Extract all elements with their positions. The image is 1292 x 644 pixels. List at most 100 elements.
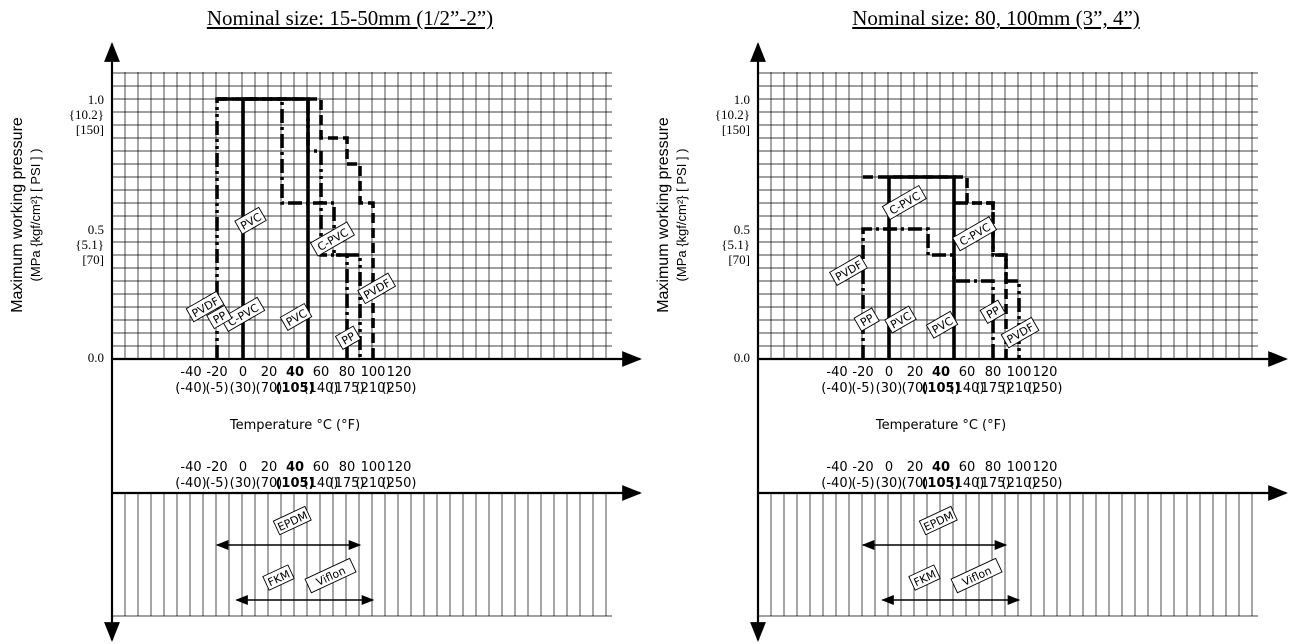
- seal-x-tick-label: 120: [387, 460, 412, 475]
- series-label-box: [853, 307, 880, 332]
- x-tick-label: 60: [959, 365, 976, 380]
- x-tick-label: -40: [826, 365, 847, 380]
- seal-label-box: [272, 505, 312, 536]
- series-label-box: [185, 290, 225, 323]
- series-label: C-PVC: [951, 216, 998, 252]
- series-label-box: [309, 221, 356, 257]
- seal-label: Viflon: [950, 557, 1003, 594]
- seal-label: FKM: [908, 564, 941, 591]
- x-tick-label: 80: [339, 365, 356, 380]
- x-tick-label-fahrenheit: (140): [304, 381, 339, 396]
- y-tick-label: [70]: [728, 252, 750, 267]
- series-label-box: [979, 299, 1006, 324]
- x-tick-label: -20: [206, 365, 227, 380]
- seal-x-tick-label: 120: [1033, 460, 1058, 475]
- y-tick-label: {5.1}: [721, 237, 750, 252]
- y-tick-label: [70]: [82, 252, 104, 267]
- seal-x-tick-label: 100: [1007, 460, 1032, 475]
- y-tick-label: 0.5: [88, 222, 104, 237]
- x-tick-label-fahrenheit: (175): [330, 381, 365, 396]
- seal-label-box: [918, 505, 958, 536]
- seal-label-box: [262, 564, 295, 591]
- y-axis-units: (MPa {kgf/cm²} [ PSI ] ): [28, 149, 43, 282]
- x-tick-label: 20: [261, 365, 278, 380]
- series-label-box: [334, 325, 362, 350]
- y-tick-label: 0.0: [88, 350, 104, 365]
- x-tick-label-fahrenheit: (140): [950, 381, 985, 396]
- series-line-pvdf: [954, 201, 1021, 359]
- seal-x-tick-label-fahrenheit: (175): [976, 476, 1011, 491]
- series-line-pp: [861, 227, 995, 359]
- y-axis-label: Maximum working pressure: [9, 117, 26, 313]
- y-tick-label: {5.1}: [75, 237, 104, 252]
- series-line-pvdf: [217, 97, 375, 359]
- seal-x-tick-label-fahrenheit: (30): [230, 476, 257, 491]
- series-label-box: [279, 302, 313, 331]
- seal-x-tick-label: 80: [985, 460, 1002, 475]
- series-label-box: [951, 216, 998, 252]
- y-tick-label: 1.0: [88, 92, 104, 107]
- series-label-box: [234, 206, 267, 235]
- seal-label-box: [908, 564, 941, 591]
- seal-x-tick-label: 100: [361, 460, 386, 475]
- seal-x-tick-label: -40: [826, 460, 847, 475]
- y-tick-label: [150]: [76, 122, 104, 137]
- seal-x-tick-label: 40: [286, 460, 304, 475]
- x-tick-label-fahrenheit: (210): [356, 381, 391, 396]
- seal-x-tick-label-fahrenheit: (-40): [175, 476, 206, 491]
- x-tick-label-fahrenheit: (250): [1028, 381, 1063, 396]
- y-tick-label: 0.0: [734, 350, 750, 365]
- chart-panel-right: Nominal size: 80, 100mm (3”, 4”) Maximum…: [646, 0, 1292, 644]
- seal-x-tick-label-fahrenheit: (105): [921, 476, 960, 491]
- series-label-box: [206, 304, 233, 330]
- x-tick-label: -40: [180, 365, 201, 380]
- seal-label: Viflon: [304, 557, 357, 594]
- seal-x-tick-label: 80: [339, 460, 356, 475]
- seal-x-tick-label: 40: [932, 460, 950, 475]
- y-tick-label: 1.0: [734, 92, 750, 107]
- seal-x-tick-label: 20: [907, 460, 924, 475]
- series-label-box: [1000, 316, 1040, 349]
- x-tick-label-fahrenheit: (-5): [851, 381, 874, 396]
- x-tick-label: 40: [932, 365, 950, 380]
- seal-x-tick-label: 0: [239, 460, 247, 475]
- seal-x-tick-label: -20: [206, 460, 227, 475]
- chart-title: Nominal size: 80, 100mm (3”, 4”): [852, 6, 1140, 30]
- seal-x-tick-label-fahrenheit: (-40): [821, 476, 852, 491]
- series-label: PP: [206, 304, 233, 330]
- x-tick-label-fahrenheit: (30): [876, 381, 903, 396]
- x-tick-label-fahrenheit: (30): [230, 381, 257, 396]
- x-tick-label-fahrenheit: (175): [976, 381, 1011, 396]
- x-tick-label: 120: [1033, 365, 1058, 380]
- x-tick-label: 100: [361, 365, 386, 380]
- y-axis-units: (MPa {kgf/cm²} [ PSI ] ): [674, 149, 689, 282]
- chart-svg: Maximum working pressure (MPa {kgf/cm²} […: [9, 42, 642, 642]
- upper-grid: [111, 72, 612, 360]
- seal-label-box: [950, 557, 1003, 594]
- chart-title: Nominal size: 15-50mm (1/2”-2”): [206, 6, 494, 30]
- seal-x-tick-label: 60: [313, 460, 330, 475]
- lower-grid: [757, 493, 1258, 617]
- seal-x-tick-label-fahrenheit: (105): [275, 476, 314, 491]
- seal-x-tick-label-fahrenheit: (70): [902, 476, 929, 491]
- seal-label: FKM: [262, 564, 295, 591]
- series-label: PVC: [234, 206, 267, 235]
- series-label-text: PP: [211, 309, 229, 327]
- x-tick-label: 40: [286, 365, 304, 380]
- x-tick-label-fahrenheit: (105): [921, 381, 960, 396]
- series-label: PVDF: [357, 272, 397, 305]
- seal-x-tick-label: 60: [959, 460, 976, 475]
- series-label-box: [220, 296, 266, 332]
- series-label-box: [884, 305, 917, 334]
- x-tick-label: 120: [387, 365, 412, 380]
- x-tick-label: 100: [1007, 365, 1032, 380]
- x-tick-label-fahrenheit: (70): [902, 381, 929, 396]
- x-tick-label: 80: [985, 365, 1002, 380]
- series-label-text: PP: [858, 311, 876, 329]
- x-tick-label-fahrenheit: (105): [275, 381, 314, 396]
- seal-label-box: [304, 557, 357, 594]
- seal-x-tick-label: 20: [261, 460, 278, 475]
- series-label: PP: [334, 325, 362, 350]
- upper-grid: [757, 72, 1258, 360]
- chart-svg: Maximum working pressure (MPa {kgf/cm²} […: [655, 42, 1288, 642]
